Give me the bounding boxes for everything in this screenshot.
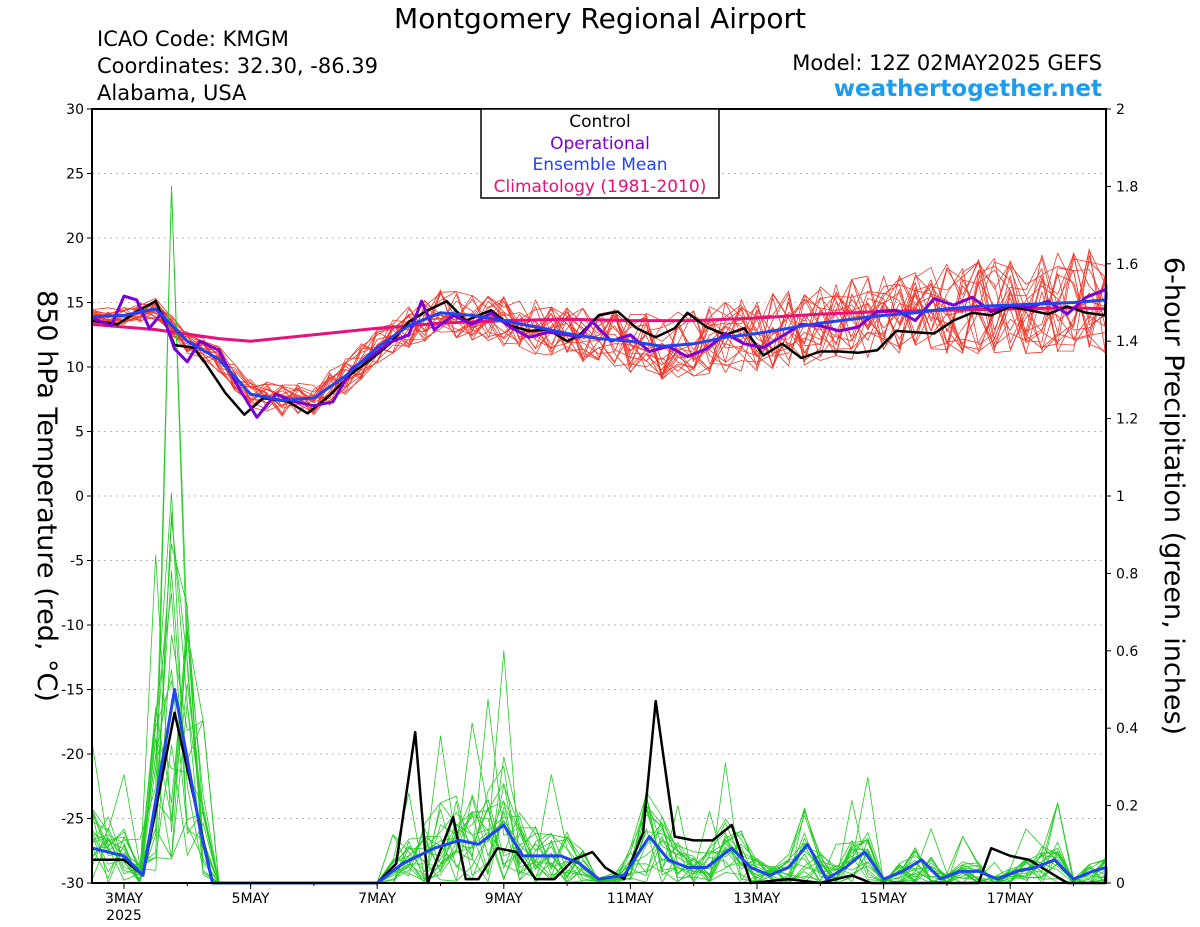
temperature-member-line [92,273,1107,416]
right-tick-label: 0.8 [1116,566,1138,582]
left-tick-label: 10 [66,360,84,376]
ensemble-members [91,185,1107,884]
precipitation-member-line [91,185,1107,884]
right-tick-label: 1.2 [1116,412,1138,428]
left-tick-label: 15 [66,296,84,312]
y-axis-label-right: 6-hour Precipitation (green, inches) [1158,257,1189,735]
legend-box [480,108,720,199]
model-run: Model: 12Z 02MAY2025 GEFS [792,51,1102,75]
right-tick-label: 2 [1116,102,1125,118]
precipitation-member-line [91,543,1107,884]
chart-title: Montgomery Regional Airport [394,2,806,35]
left-tick-label: 25 [66,167,84,183]
left-tick-label: 5 [75,425,84,441]
temperature-member-line [92,252,1107,412]
legend: Control Operational Ensemble Mean Climat… [480,108,720,199]
temperature-ensemble-mean-line [92,298,1108,402]
right-tick-label: 0.2 [1116,799,1138,815]
temperature-member-line [92,256,1107,413]
precipitation-member-line [91,592,1107,884]
x-tick-label: 13MAY [734,891,781,907]
temperature-member-line [92,252,1107,414]
precipitation-member-line [91,633,1107,884]
left-tick-label: -10 [61,618,84,634]
site-link[interactable]: weathertogether.net [833,76,1102,102]
temperature-member-line [92,253,1107,412]
left-tick-label: 30 [66,102,84,118]
right-tick-label: 1.4 [1116,334,1138,350]
precipitation-member-line [91,683,1107,884]
coordinates: Coordinates: 32.30, -86.39 [97,54,378,78]
left-tick-label: -30 [61,876,84,892]
temperature-member-line [92,263,1107,400]
precipitation-member-line [92,519,1107,884]
gridlines [92,173,1106,819]
x-tick-label: 7MAY [358,891,396,907]
legend-control: Control [569,112,630,132]
x-tick-label: 3MAY [105,891,143,907]
series-lines [91,283,1108,885]
x-axis-ticks: 3MAY 5MAY 7MAY 9MAY 11MAY 13MAY 15MAY 17MAY [105,883,1074,907]
temperature-operational-line [91,288,1108,419]
left-tick-label: -15 [61,683,84,699]
right-tick-label: 1.8 [1116,179,1138,195]
left-tick-label: -5 [70,554,84,570]
temperature-member-line [92,249,1107,414]
x-tick-label: 17MAY [987,891,1034,907]
x-tick-label: 9MAY [485,891,523,907]
precipitation-member-line [91,650,1107,884]
left-tick-label: -20 [61,747,84,763]
left-tick-label: 0 [75,489,84,505]
legend-operational: Operational [550,134,650,154]
plot-frame [91,108,1107,884]
precipitation-member-line [91,627,1107,884]
precipitation-member-line [91,512,1107,884]
right-tick-label: 0 [1116,876,1125,892]
precipitation-member-line [91,669,1107,884]
right-tick-label: 1.6 [1116,257,1138,273]
precipitation-ensemble-mean-line [91,688,1108,885]
icao-code: ICAO Code: KMGM [97,27,289,51]
precipitation-member-line [92,634,1107,884]
region: Alabama, USA [97,81,247,105]
x-tick-label: 11MAY [607,891,654,907]
right-tick-label: 0.6 [1116,644,1138,660]
precipitation-member-line [92,614,1107,884]
left-tick-label: -25 [61,812,84,828]
right-axis-ticks: 2 1.8 1.6 1.4 1.2 1 0.8 0.6 0.4 0.2 0 [1106,102,1138,892]
temperature-member-line [92,260,1107,414]
precipitation-member-line [91,492,1107,884]
x-axis-year: 2025 [106,908,142,924]
temperature-member-line [92,267,1107,414]
right-tick-label: 1 [1116,489,1125,505]
precipitation-member-line [91,680,1107,884]
climatology-line [92,306,1107,343]
x-tick-label: 15MAY [860,891,907,907]
precipitation-member-line [92,185,1107,884]
precipitation-member-line [91,554,1107,884]
left-axis-ticks: 30 25 20 15 10 5 0 -5 -10 -15 -20 -25 -30 [61,102,92,892]
y-axis-label-left: 850 hPa Temperature (red, °C) [31,290,62,702]
precipitation-control-line [92,699,1108,885]
right-tick-label: 0.4 [1116,721,1138,737]
x-tick-label: 5MAY [232,891,270,907]
temperature-member-line [92,271,1107,416]
precipitation-member-line [92,570,1107,884]
legend-climatology: Climatology (1981-2010) [494,177,707,197]
legend-ensemble-mean: Ensemble Mean [532,155,667,175]
left-tick-label: 20 [66,231,84,247]
